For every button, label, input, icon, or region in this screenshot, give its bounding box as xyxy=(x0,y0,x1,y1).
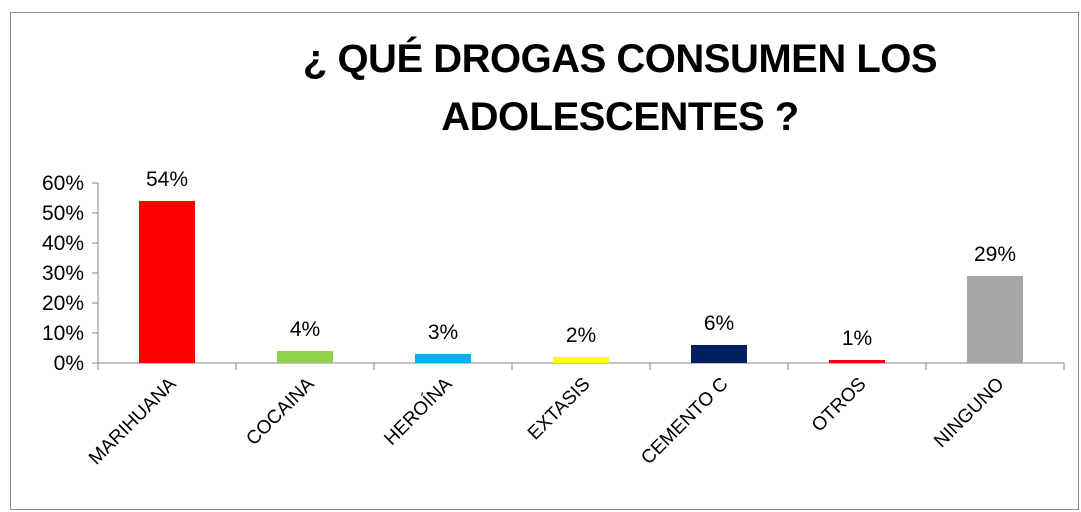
y-tick-label: 10% xyxy=(42,322,84,345)
data-label: 3% xyxy=(428,321,458,344)
chart-title: ¿ QUÉ DROGAS CONSUMEN LOS ADOLESCENTES ? xyxy=(302,37,938,139)
data-label: 1% xyxy=(842,327,872,350)
category-label: COCAINA xyxy=(242,373,318,449)
data-label: 54% xyxy=(146,168,188,191)
category-label: MARIHUANA xyxy=(85,373,181,469)
labels-layer: 54% MARIHUANA 4% COCAINA 3% HEROÍNA 2% EXTASIS 6… xyxy=(85,168,1016,469)
data-label: 2% xyxy=(566,324,596,347)
y-tick-label: 60% xyxy=(42,172,84,195)
bar-hero-na xyxy=(415,354,471,363)
y-tick-label: 20% xyxy=(42,292,84,315)
category-label: OTROS xyxy=(808,374,871,437)
category-label: CEMENTO C xyxy=(637,374,732,469)
category-label: HEROÍNA xyxy=(380,373,456,449)
y-tick-label: 0% xyxy=(54,352,84,375)
bar-marihuana xyxy=(139,201,195,363)
bar-otros xyxy=(829,360,885,363)
bars-layer xyxy=(139,201,1023,363)
bar-cemento-c xyxy=(691,345,747,363)
axis-layer: 0% 10% 20% 30% 40% 50% 60% xyxy=(42,172,1065,375)
y-tick-label: 50% xyxy=(42,202,84,225)
y-tick-label: 40% xyxy=(42,232,84,255)
category-label: EXTASIS xyxy=(524,374,595,445)
bar-ninguno xyxy=(967,276,1023,363)
data-label: 29% xyxy=(974,243,1016,266)
bar-extasis xyxy=(553,357,609,363)
data-label: 4% xyxy=(290,318,320,341)
category-label: NINGUNO xyxy=(930,374,1008,452)
bar-cocaina xyxy=(277,351,333,363)
y-tick-label: 30% xyxy=(42,262,84,285)
data-label: 6% xyxy=(704,312,734,335)
